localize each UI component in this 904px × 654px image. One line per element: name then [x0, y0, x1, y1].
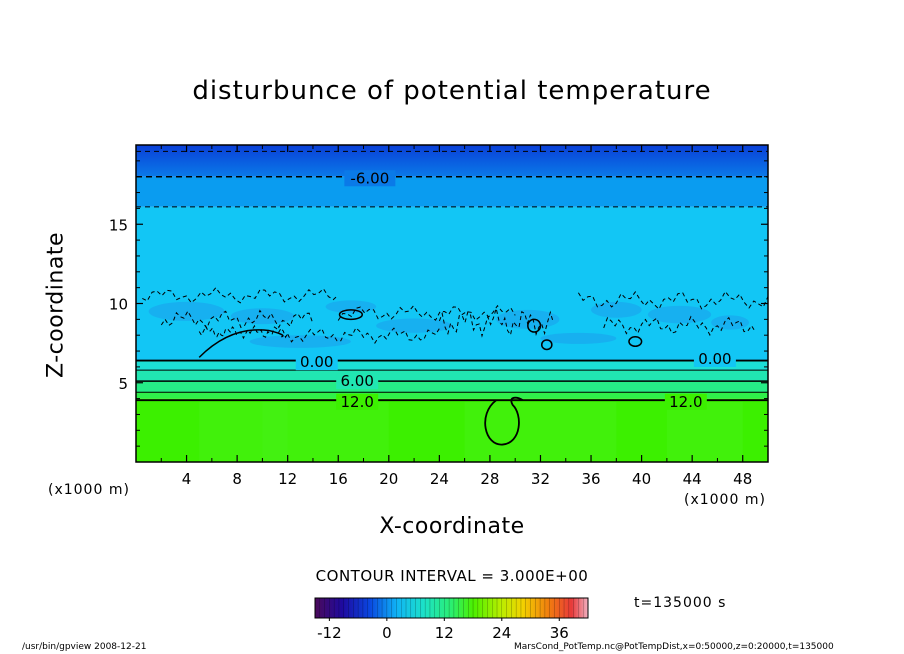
- time-label: t=135000 s: [634, 595, 727, 611]
- contour-loop: [628, 336, 643, 348]
- colorbar-tick-label: 12: [435, 624, 454, 642]
- contour-label: 0.00: [698, 350, 731, 368]
- field-layer: [136, 392, 768, 399]
- colorbar: [314, 597, 589, 619]
- x-tick-label: 32: [531, 470, 550, 488]
- turbulent-patch: [540, 332, 617, 344]
- field-streak: [262, 401, 389, 462]
- x-tick-label: 20: [379, 470, 398, 488]
- turbulent-patch: [230, 308, 294, 325]
- turbulent-patch: [647, 305, 712, 324]
- field-streak: [199, 401, 288, 462]
- y-tick-label: 5: [118, 375, 128, 393]
- contour-label: 12.0: [340, 393, 373, 411]
- field-layer: [136, 145, 768, 177]
- colorbar-tick-label: 0: [382, 624, 392, 642]
- contour-label-bg: [336, 373, 379, 390]
- contour-line: [142, 286, 339, 304]
- colorbar-tick-label: 24: [492, 624, 511, 642]
- turbulent-patch: [591, 301, 642, 318]
- contour-loop: [527, 318, 542, 333]
- contour-label: 6.00: [340, 372, 373, 390]
- turbulent-patch: [325, 300, 377, 314]
- field-layer: [136, 398, 768, 462]
- footer-left: /usr/bin/gpview 2008-12-21: [22, 642, 147, 652]
- contour-line: [198, 329, 284, 358]
- contour-line: [603, 315, 756, 337]
- contour-label-bg: [664, 393, 707, 410]
- x-tick-label: 28: [480, 470, 499, 488]
- field-layer: [136, 360, 768, 371]
- contour-loop: [484, 396, 524, 446]
- contour-loop: [540, 339, 553, 351]
- x-tick-label: 8: [232, 470, 242, 488]
- y-tick-label: 15: [109, 216, 128, 234]
- x-tick-label: 4: [182, 470, 192, 488]
- field-layer: [136, 381, 768, 393]
- field-layer: [136, 176, 768, 207]
- x-tick-label: 36: [581, 470, 600, 488]
- colorbar-tick-label: 36: [550, 624, 569, 642]
- colorbar-tick-label: -12: [317, 624, 342, 642]
- contour-label-bg: [344, 170, 396, 187]
- contour-label: 12.0: [669, 393, 702, 411]
- x-tick-label: 48: [733, 470, 752, 488]
- turbulent-patch: [496, 309, 560, 329]
- turbulent-patch: [148, 301, 225, 321]
- x-tick-label: 12: [278, 470, 297, 488]
- x-unit-label-right: (x1000 m): [684, 492, 766, 508]
- contour-line: [337, 304, 516, 322]
- x-tick-label: 40: [632, 470, 651, 488]
- contour-interval-label: CONTOUR INTERVAL = 3.000E+00: [315, 567, 589, 585]
- contour-label-bg: [295, 354, 338, 371]
- x-unit-label-left: (x1000 m): [48, 482, 130, 498]
- turbulent-patch: [249, 335, 351, 348]
- contour-line: [287, 327, 440, 344]
- x-tick-label: 44: [683, 470, 702, 488]
- contour-label-bg: [693, 350, 736, 367]
- contour-line: [160, 309, 314, 330]
- contour-label: -6.00: [350, 169, 389, 187]
- x-tick-label: 16: [329, 470, 348, 488]
- turbulent-patch: [376, 318, 452, 333]
- field-layer: [136, 206, 768, 361]
- contour-label-bg: [336, 393, 379, 410]
- field-streak: [666, 401, 743, 462]
- contour-loop: [338, 309, 364, 321]
- contour-label: 0.00: [300, 353, 333, 371]
- footer-right: MarsCond_PotTemp.nc@PotTempDist,x=0:5000…: [514, 642, 834, 652]
- y-tick-label: 10: [109, 296, 128, 314]
- turbulent-patch: [711, 315, 750, 330]
- field-layer: [136, 370, 768, 382]
- x-axis-label: X-coordinate: [379, 514, 525, 539]
- field-streak: [464, 401, 617, 462]
- chart-title: disturbunce of potential temperature: [192, 76, 712, 106]
- x-tick-label: 24: [430, 470, 449, 488]
